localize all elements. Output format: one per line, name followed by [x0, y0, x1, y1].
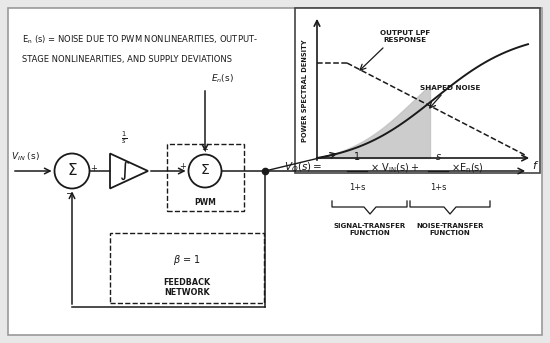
Text: 1+s: 1+s: [430, 182, 446, 191]
Text: 1+s: 1+s: [349, 182, 365, 191]
Text: +: +: [90, 164, 97, 173]
Text: $\mathregular{E_n}$ (s) = NOISE DUE TO PWM NONLINEARITIES, OUTPUT-: $\mathregular{E_n}$ (s) = NOISE DUE TO P…: [22, 33, 258, 46]
Text: $\Sigma$: $\Sigma$: [200, 163, 210, 177]
Text: 1: 1: [354, 152, 360, 162]
Text: $\int$: $\int$: [119, 160, 130, 182]
Text: $\Sigma$: $\Sigma$: [67, 162, 78, 178]
Text: s: s: [436, 152, 441, 162]
Text: $E_n$(s): $E_n$(s): [211, 72, 234, 85]
Text: −: −: [66, 189, 74, 199]
Text: $\beta$ = 1: $\beta$ = 1: [173, 252, 201, 267]
Text: +: +: [201, 145, 208, 154]
Text: $\frac{1}{s}$: $\frac{1}{s}$: [121, 129, 128, 145]
Text: $V_O(s)=$: $V_O(s)=$: [284, 160, 322, 174]
Text: +: +: [179, 162, 186, 170]
FancyBboxPatch shape: [8, 8, 542, 335]
Text: SIGNAL-TRANSFER
FUNCTION: SIGNAL-TRANSFER FUNCTION: [334, 223, 406, 236]
Text: PWM: PWM: [194, 198, 216, 206]
Text: $\mathregular{\times\ V_{IN}(s)+}$: $\mathregular{\times\ V_{IN}(s)+}$: [370, 161, 419, 175]
Text: STAGE NONLINEARITIES, AND SUPPLY DEVIATIONS: STAGE NONLINEARITIES, AND SUPPLY DEVIATI…: [22, 55, 232, 64]
FancyBboxPatch shape: [295, 8, 540, 173]
Text: SHAPED NOISE: SHAPED NOISE: [420, 85, 480, 91]
Text: NOISE-TRANSFER
FUNCTION: NOISE-TRANSFER FUNCTION: [416, 223, 484, 236]
Text: OUTPUT LPF
RESPONSE: OUTPUT LPF RESPONSE: [380, 30, 430, 43]
Text: POWER SPECTRAL DENSITY: POWER SPECTRAL DENSITY: [302, 39, 308, 142]
Text: $V_{IN}$ (s): $V_{IN}$ (s): [11, 151, 40, 163]
Text: f: f: [532, 161, 536, 171]
Text: FEEDBACK
NETWORK: FEEDBACK NETWORK: [163, 277, 211, 297]
Text: $\mathregular{\times E_n(s)}$: $\mathregular{\times E_n(s)}$: [451, 161, 484, 175]
